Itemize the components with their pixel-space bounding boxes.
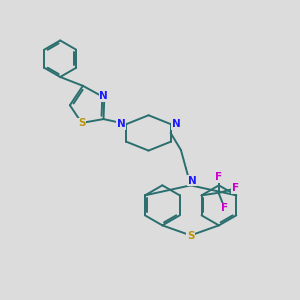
- Text: N: N: [188, 176, 197, 186]
- Text: S: S: [78, 118, 85, 128]
- Text: F: F: [221, 203, 228, 213]
- Text: N: N: [172, 119, 180, 129]
- Text: N: N: [117, 119, 125, 129]
- Text: N: N: [99, 91, 108, 101]
- Text: F: F: [232, 183, 239, 193]
- Text: S: S: [187, 231, 194, 241]
- Text: F: F: [215, 172, 222, 182]
